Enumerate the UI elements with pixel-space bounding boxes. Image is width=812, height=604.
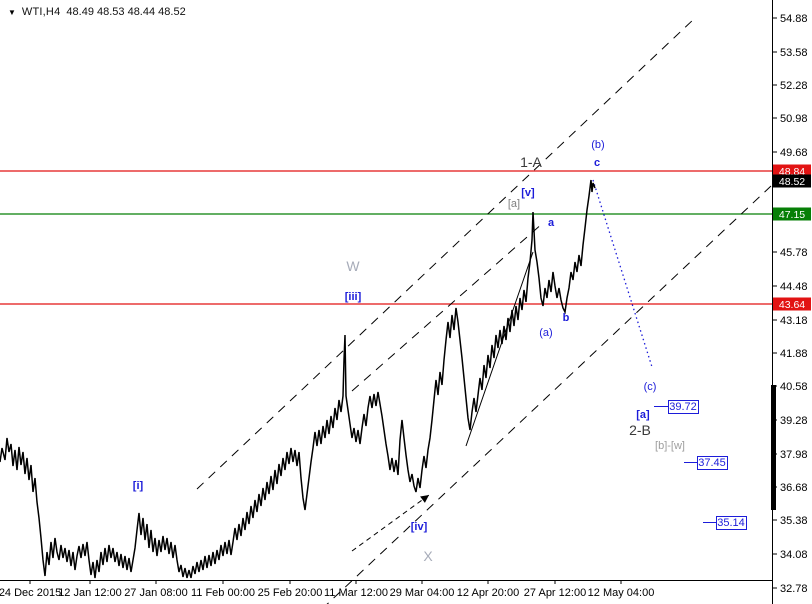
wave-label-X[interactable]: X	[423, 548, 433, 564]
wave-label-v[interactable]: [v]	[521, 187, 535, 199]
y-tick-label: 53.58	[780, 47, 808, 59]
target-price-box-35.14[interactable]	[716, 516, 747, 530]
channel-trendline-2[interactable]	[322, 185, 772, 604]
price-level-tag-48.84	[773, 164, 811, 178]
x-tick-label: 11 Mar 12:00	[324, 587, 388, 599]
wave-label-bw[interactable]: [b]-[w]	[655, 440, 685, 452]
wave-label-i[interactable]: [i]	[133, 480, 144, 492]
wave-label-b[interactable]: b	[563, 312, 570, 324]
price-series-line	[0, 179, 596, 579]
target-price-box-37.45[interactable]	[697, 456, 728, 470]
price-level-tag-47.15	[773, 207, 811, 221]
y-tick-label: 32.78	[780, 583, 808, 595]
x-tick-label: 12 Jan 12:00	[58, 587, 122, 599]
channel-trendline-1[interactable]	[196, 17, 696, 490]
y-tick-label: 50.98	[780, 113, 808, 125]
wave-label-W[interactable]: W	[346, 258, 360, 274]
y-tick-label: 36.68	[780, 482, 808, 494]
target-price-text: 35.14	[717, 517, 745, 529]
price-level-tag-text: 43.64	[779, 299, 805, 311]
chart-title-bar: ▼ WTI,H4 48.49 48.53 48.44 48.52	[8, 6, 186, 18]
wave-label-1A[interactable]: 1-A	[520, 154, 542, 170]
x-tick-label: 25 Feb 20:00	[258, 587, 323, 599]
wave-label-a[interactable]: (a)	[539, 327, 552, 339]
y-tick-label: 45.78	[780, 247, 808, 259]
y-tick-label: 41.88	[780, 348, 808, 360]
wave-label-iii[interactable]: [iii]	[345, 291, 362, 303]
price-level-tag-43.64	[773, 297, 811, 311]
y-tick-label: 37.98	[780, 449, 808, 461]
arrow-trendline-head	[420, 495, 429, 503]
y-tick-label: 43.18	[780, 315, 808, 327]
y-tick-label: 40.58	[780, 381, 808, 393]
wave-label-iv[interactable]: [iv]	[411, 521, 428, 533]
price-level-tag-text: 47.15	[779, 209, 805, 221]
x-tick-label: 27 Jan 08:00	[124, 587, 188, 599]
channel-trendline-3[interactable]	[351, 222, 544, 392]
x-tick-label: 27 Apr 12:00	[524, 587, 586, 599]
symbol-timeframe-label: WTI,H4	[21, 6, 61, 18]
x-tick-label: 12 Apr 20:00	[457, 587, 519, 599]
ohlc-quote-label: 48.49 48.53 48.44 48.52	[66, 6, 186, 18]
current-price-tag	[773, 174, 811, 188]
solid-trendline[interactable]	[465, 251, 534, 447]
wave-projection-dotted-line[interactable]	[592, 179, 653, 368]
wave-label-c[interactable]: (c)	[644, 381, 657, 393]
wave-label-a[interactable]: [a]	[636, 409, 650, 421]
wave-label-b[interactable]: (b)	[591, 139, 604, 151]
wave-label-c[interactable]: c	[594, 157, 600, 169]
current-price-tag-text: 48.52	[779, 176, 805, 188]
y-tick-label: 49.68	[780, 147, 808, 159]
target-price-box-39.72[interactable]	[668, 400, 699, 414]
y-tick-label: 44.48	[780, 281, 808, 293]
arrow-trendline[interactable]	[351, 494, 430, 552]
wave-label-2B[interactable]: 2-B	[629, 422, 651, 438]
x-tick-label: 11 Feb 00:00	[191, 587, 255, 599]
y-tick-label: 52.28	[780, 80, 808, 92]
y-tick-label: 39.28	[780, 415, 808, 427]
x-tick-label: 29 Mar 04:00	[390, 587, 455, 599]
wave-label-a[interactable]: [a]	[508, 198, 520, 210]
x-tick-label: 12 May 04:00	[588, 587, 655, 599]
target-price-text: 37.45	[698, 457, 726, 469]
x-tick-label: 24 Dec 2015	[0, 587, 61, 599]
y-tick-label: 34.08	[780, 549, 808, 561]
y-tick-label: 54.88	[780, 13, 808, 25]
wave-label-a[interactable]: a	[548, 217, 555, 229]
target-price-text: 39.72	[669, 401, 697, 413]
y-tick-label: 35.38	[780, 515, 808, 527]
axis-black-bar[interactable]	[771, 385, 776, 510]
symbol-dropdown-triangle-icon[interactable]: ▼	[8, 7, 16, 17]
